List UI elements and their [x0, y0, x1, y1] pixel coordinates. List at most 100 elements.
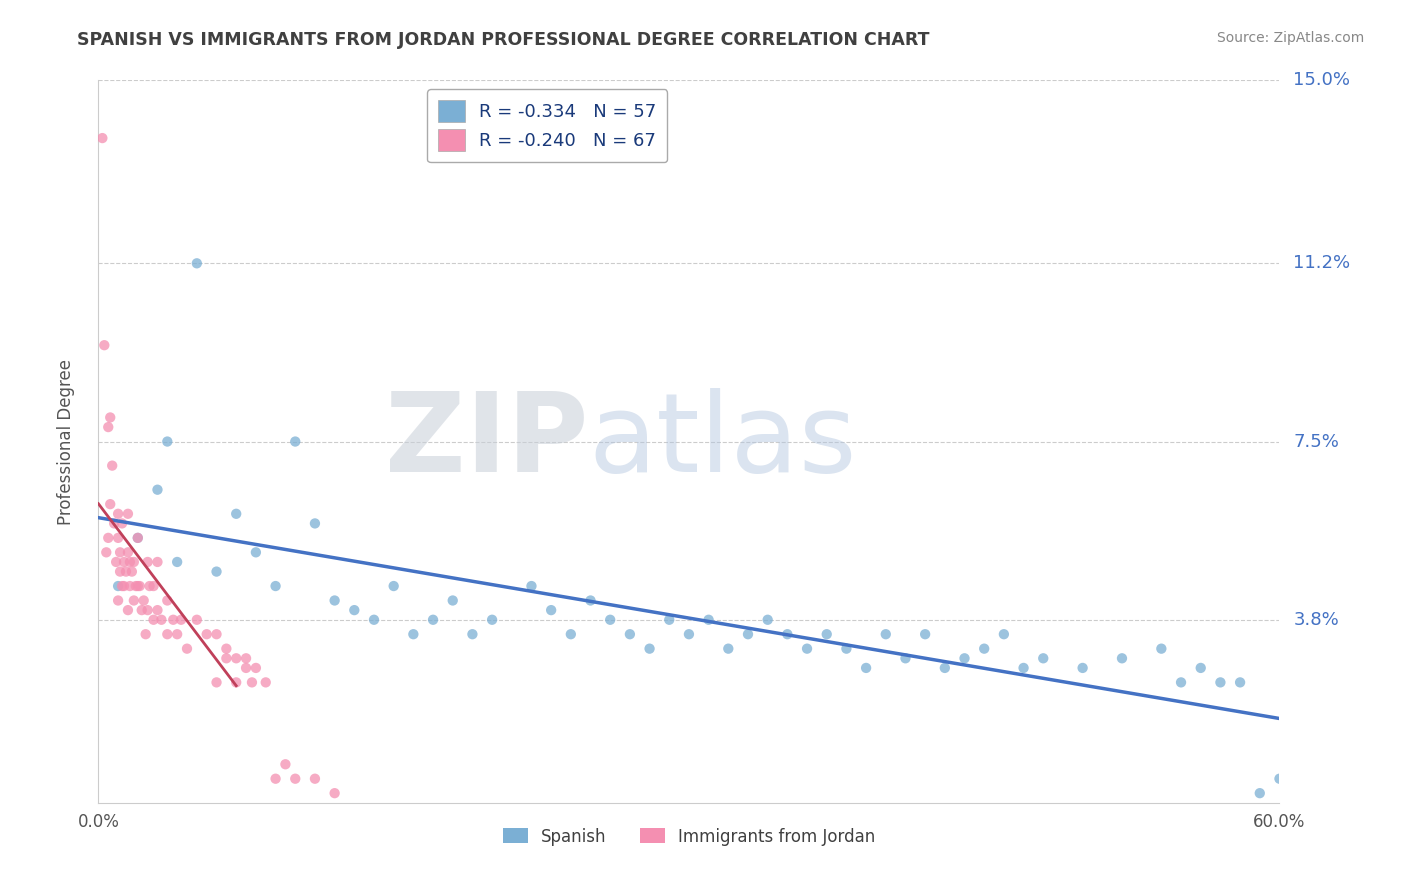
Point [166, 627, 188, 641]
Point [973, 641, 995, 656]
Point [93, 338, 115, 352]
Text: 7.5%: 7.5% [1294, 433, 1340, 450]
Point [1249, 786, 1271, 800]
Point [875, 627, 897, 641]
Point [166, 555, 188, 569]
Point [136, 555, 159, 569]
Point [107, 579, 129, 593]
Point [658, 613, 681, 627]
Point [122, 593, 145, 607]
Point [146, 483, 169, 497]
Point [128, 579, 150, 593]
Point [121, 565, 143, 579]
Text: 3.8%: 3.8% [1294, 611, 1339, 629]
Y-axis label: Professional Degree: Professional Degree [56, 359, 75, 524]
Point [108, 545, 131, 559]
Point [894, 651, 917, 665]
Point [146, 603, 169, 617]
Point [225, 675, 247, 690]
Point [402, 627, 425, 641]
Point [111, 516, 134, 531]
Point [1170, 675, 1192, 690]
Point [953, 651, 976, 665]
Point [934, 661, 956, 675]
Point [343, 603, 366, 617]
Point [125, 579, 148, 593]
Point [96, 545, 118, 559]
Point [105, 555, 128, 569]
Point [122, 555, 145, 569]
Point [146, 555, 169, 569]
Point [461, 627, 484, 641]
Point [205, 675, 228, 690]
Point [323, 593, 346, 607]
Point [107, 507, 129, 521]
Point [112, 579, 135, 593]
Point [186, 256, 208, 270]
Point [225, 507, 247, 521]
Point [107, 531, 129, 545]
Point [619, 627, 641, 641]
Point [245, 545, 267, 559]
Point [579, 593, 602, 607]
Point [136, 603, 159, 617]
Point [107, 593, 129, 607]
Point [98, 497, 121, 511]
Point [235, 651, 257, 665]
Point [127, 531, 149, 545]
Text: Source: ZipAtlas.com: Source: ZipAtlas.com [1216, 31, 1364, 45]
Point [254, 675, 277, 690]
Text: ZIP: ZIP [385, 388, 589, 495]
Point [560, 627, 582, 641]
Point [599, 613, 621, 627]
Point [264, 772, 287, 786]
Point [1189, 661, 1212, 675]
Point [118, 555, 141, 569]
Point [97, 420, 120, 434]
Point [1032, 651, 1054, 665]
Point [481, 613, 503, 627]
Point [215, 641, 238, 656]
Point [215, 651, 238, 665]
Point [142, 613, 165, 627]
Point [284, 772, 307, 786]
Point [1071, 661, 1094, 675]
Point [170, 613, 193, 627]
Point [855, 661, 877, 675]
Point [540, 603, 562, 617]
Point [363, 613, 385, 627]
Point [205, 565, 228, 579]
Point [756, 613, 779, 627]
Point [835, 641, 858, 656]
Point [776, 627, 799, 641]
Point [422, 613, 444, 627]
Point [142, 579, 165, 593]
Point [678, 627, 700, 641]
Point [1150, 641, 1173, 656]
Point [97, 531, 120, 545]
Point [284, 434, 307, 449]
Point [111, 579, 134, 593]
Point [112, 555, 135, 569]
Point [235, 661, 257, 675]
Point [135, 627, 157, 641]
Point [697, 613, 720, 627]
Point [264, 579, 287, 593]
Text: SPANISH VS IMMIGRANTS FROM JORDAN PROFESSIONAL DEGREE CORRELATION CHART: SPANISH VS IMMIGRANTS FROM JORDAN PROFES… [77, 31, 929, 49]
Point [205, 627, 228, 641]
Point [117, 603, 139, 617]
Point [176, 641, 198, 656]
Point [1111, 651, 1133, 665]
Point [323, 786, 346, 800]
Point [115, 565, 138, 579]
Point [304, 772, 326, 786]
Point [138, 579, 160, 593]
Text: 11.2%: 11.2% [1294, 254, 1351, 272]
Point [382, 579, 405, 593]
Point [132, 593, 155, 607]
Point [91, 131, 114, 145]
Point [127, 579, 149, 593]
Point [815, 627, 838, 641]
Point [108, 565, 131, 579]
Point [304, 516, 326, 531]
